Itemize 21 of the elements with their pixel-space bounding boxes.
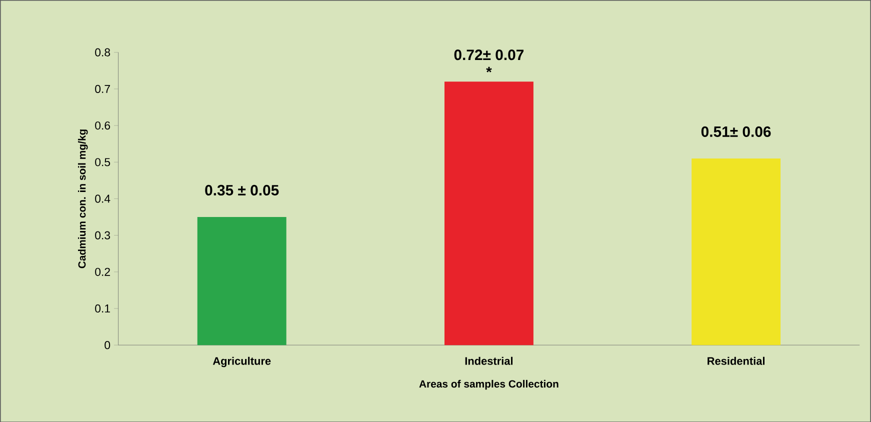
y-tick-label: 0.8 (95, 48, 110, 56)
x-tick-label: Indestrial (465, 356, 513, 365)
data-label: 0.35 ± 0.05 (205, 184, 279, 196)
bar (692, 158, 781, 345)
data-label: 0.72± 0.07 (454, 49, 524, 60)
annotation: * (486, 66, 492, 72)
data-label: 0.51± 0.06 (701, 126, 771, 137)
y-tick-label: 0 (104, 340, 110, 349)
y-tick-label: 0.4 (95, 194, 110, 203)
y-tick-label: 0.5 (95, 158, 110, 166)
y-tick-label: 0.6 (95, 121, 110, 130)
bar (197, 216, 286, 345)
x-axis-title: Areas of samples Collection (419, 380, 558, 390)
bar (444, 81, 534, 345)
x-tick-label: Residential (708, 356, 764, 365)
y-tick-label: 0.7 (95, 84, 110, 93)
y-tick-label: 0.1 (95, 304, 110, 312)
y-tick-label: 0.3 (95, 231, 110, 240)
y-tick-label: 0.2 (95, 268, 110, 276)
x-tick-label: Agriculture (212, 356, 271, 367)
y-axis-title: Cadmium con. in soil mg/kg (78, 129, 88, 268)
